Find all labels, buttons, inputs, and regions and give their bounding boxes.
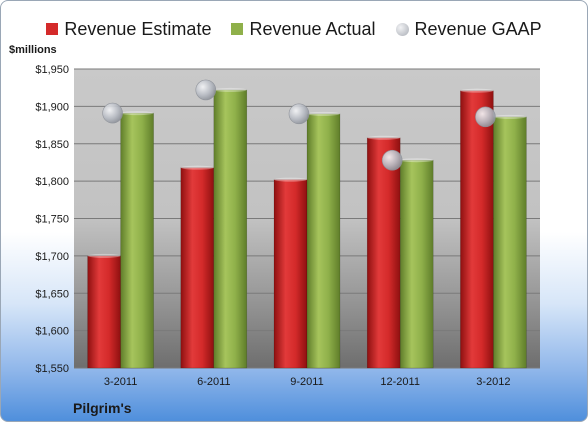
bar-revenue-actual-cap — [493, 114, 527, 119]
bar-revenue-estimate-cap — [87, 253, 121, 258]
bar-revenue-estimate — [87, 255, 121, 369]
bar-revenue-actual-cap — [213, 87, 247, 92]
bar-revenue-actual-cap — [307, 111, 340, 116]
y-axis-unit-label: $millions — [9, 44, 57, 56]
bar-revenue-actual-cap — [120, 111, 154, 116]
x-axis-ticks: 3-2011 6-2011 9-2011 12-2011 3-2012 — [104, 376, 511, 388]
y-tick-label: $1,550 — [35, 363, 69, 375]
bar-revenue-estimate-cap — [180, 165, 214, 170]
y-tick-label: $1,750 — [35, 214, 69, 226]
marker-revenue-gaap — [288, 103, 310, 125]
bar-revenue-actual — [213, 89, 248, 369]
y-tick-label: $1,700 — [35, 251, 69, 263]
y-tick-label: $1,650 — [35, 288, 69, 300]
bar-revenue-actual — [120, 112, 154, 369]
marker-revenue-gaap — [475, 106, 496, 128]
bar-revenue-estimate-cap — [460, 88, 494, 93]
legend-label-gaap: Revenue GAAP — [414, 18, 542, 39]
bar-revenue-actual-cap — [400, 158, 434, 163]
bars — [87, 87, 527, 369]
bar-revenue-estimate-cap — [367, 135, 401, 140]
y-tick-label: $1,900 — [35, 101, 69, 113]
bar-revenue-estimate — [180, 167, 215, 369]
marker-revenue-gaap — [102, 102, 123, 124]
legend: Revenue Estimate Revenue Actual Revenue … — [1, 17, 587, 41]
legend-item-estimate: Revenue Estimate — [46, 19, 211, 40]
x-tick-label: 3-2012 — [476, 376, 510, 388]
y-tick-label: $1,950 — [35, 64, 69, 76]
bar-revenue-actual — [493, 116, 527, 369]
x-tick-label: 3-2011 — [104, 376, 137, 388]
y-tick-label: $1,600 — [35, 326, 69, 338]
bar-revenue-estimate — [273, 179, 308, 369]
y-tick-label: $1,850 — [35, 139, 69, 151]
legend-item-actual: Revenue Actual — [231, 18, 376, 40]
bar-revenue-estimate — [366, 137, 401, 369]
x-tick-label: 12-2011 — [380, 376, 420, 388]
bar-revenue-actual — [306, 113, 341, 369]
marker-revenue-gaap — [381, 149, 403, 171]
legend-item-gaap: Revenue GAAP — [395, 18, 542, 40]
legend-label-estimate: Revenue Estimate — [64, 18, 212, 39]
y-axis-ticks: $1,550 $1,600 $1,650 $1,700 $1,750 $1,800 $1,8… — [35, 64, 69, 375]
chart-title: Pilgrim's — [73, 400, 132, 416]
legend-swatch-gaap — [395, 22, 409, 36]
x-tick-label: 6-2011 — [197, 376, 230, 388]
legend-swatch-actual — [231, 23, 244, 35]
bar-revenue-actual — [399, 159, 434, 369]
gaap-markers — [102, 79, 496, 171]
marker-revenue-gaap — [195, 79, 217, 101]
x-tick-label: 9-2011 — [290, 376, 323, 388]
legend-swatch-estimate — [46, 23, 59, 35]
bar-revenue-estimate — [460, 90, 494, 369]
y-tick-label: $1,800 — [35, 176, 69, 188]
bar-revenue-estimate-cap — [274, 177, 307, 182]
legend-label-actual: Revenue Actual — [249, 18, 376, 39]
